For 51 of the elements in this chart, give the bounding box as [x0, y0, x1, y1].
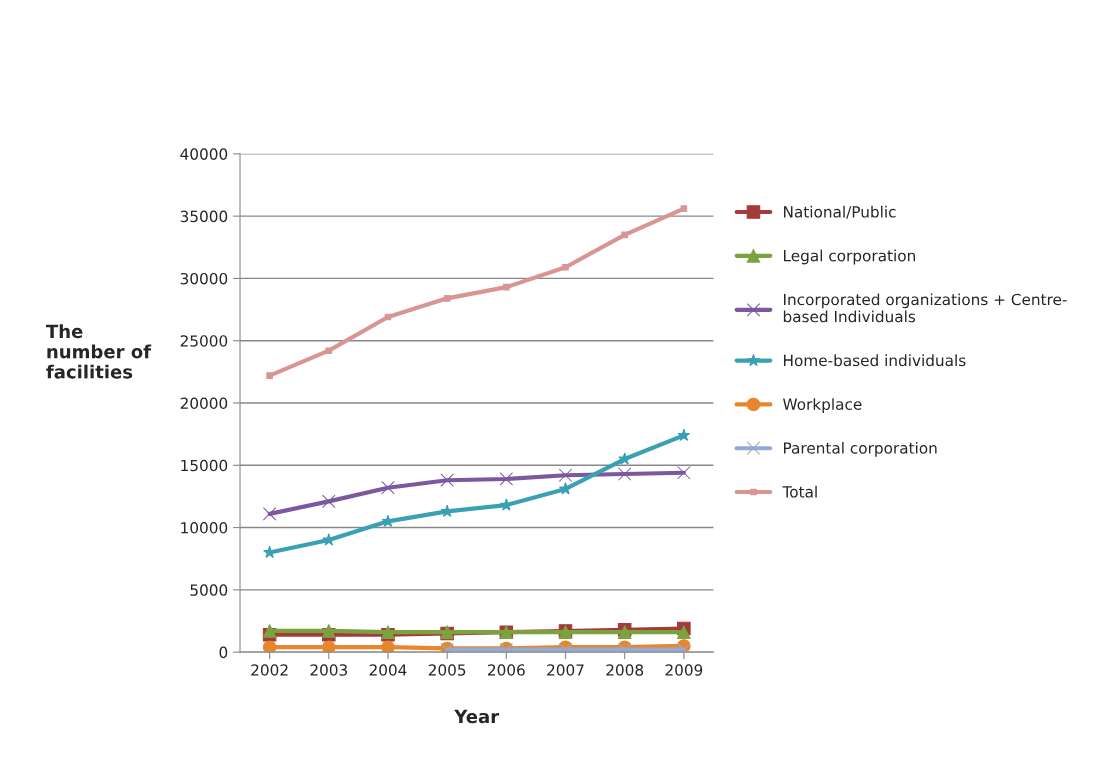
y-tick-label: 0: [219, 646, 228, 659]
point: [381, 480, 395, 495]
point: [266, 372, 273, 379]
point: [322, 624, 336, 638]
y-tick-label: 40000: [180, 148, 228, 160]
y-tick-label: 5000: [190, 584, 228, 596]
point: [262, 624, 277, 638]
point: [322, 494, 336, 509]
y-tick-label: 25000: [180, 335, 228, 347]
point: [322, 640, 336, 653]
point: [562, 263, 569, 271]
point: [381, 640, 395, 653]
legend-label: Total: [782, 485, 817, 498]
point: [262, 507, 277, 521]
legend-label: Home-based individuals: [784, 354, 966, 367]
point: [443, 295, 451, 302]
point: [499, 498, 513, 511]
legend-label: Workplace: [783, 398, 862, 413]
point: [677, 465, 691, 480]
legend-label: Parental corporation: [784, 441, 937, 457]
x-tick-label: 2009: [665, 664, 703, 676]
x-tick-label: 2002: [251, 664, 288, 676]
point: [440, 504, 454, 517]
y-tick-label: 35000: [180, 210, 228, 223]
point: [677, 625, 691, 639]
x-axis-title: Year: [454, 709, 500, 724]
y-tick-label: 20000: [180, 397, 228, 410]
x-tick-label: 2008: [606, 664, 644, 676]
x-tick-label: 2003: [310, 664, 347, 676]
point: [680, 205, 688, 212]
legend-label: Legal corporation: [784, 249, 915, 265]
point: [617, 467, 632, 481]
x-tick-label: 2006: [488, 664, 525, 676]
point: [621, 231, 628, 239]
x-tick-label: 2005: [428, 664, 466, 676]
y-tick-label: 30000: [180, 272, 228, 285]
point: [440, 473, 454, 487]
point: [325, 347, 333, 354]
point: [262, 640, 277, 653]
x-tick-label: 2007: [547, 664, 584, 676]
y-tick-label: 10000: [181, 522, 228, 534]
x-tick-label: 2004: [369, 664, 407, 676]
y-tick-label: 15000: [181, 459, 228, 472]
point: [558, 468, 573, 483]
point: [503, 283, 510, 291]
point: [677, 428, 691, 441]
point: [559, 482, 572, 495]
legend-label: National/Public: [784, 205, 896, 219]
legend-label: Incorporated organizations + Centre-based Individuals: [783, 293, 1067, 323]
y-axis-title: The number of facilities: [46, 324, 152, 379]
point: [499, 472, 514, 486]
